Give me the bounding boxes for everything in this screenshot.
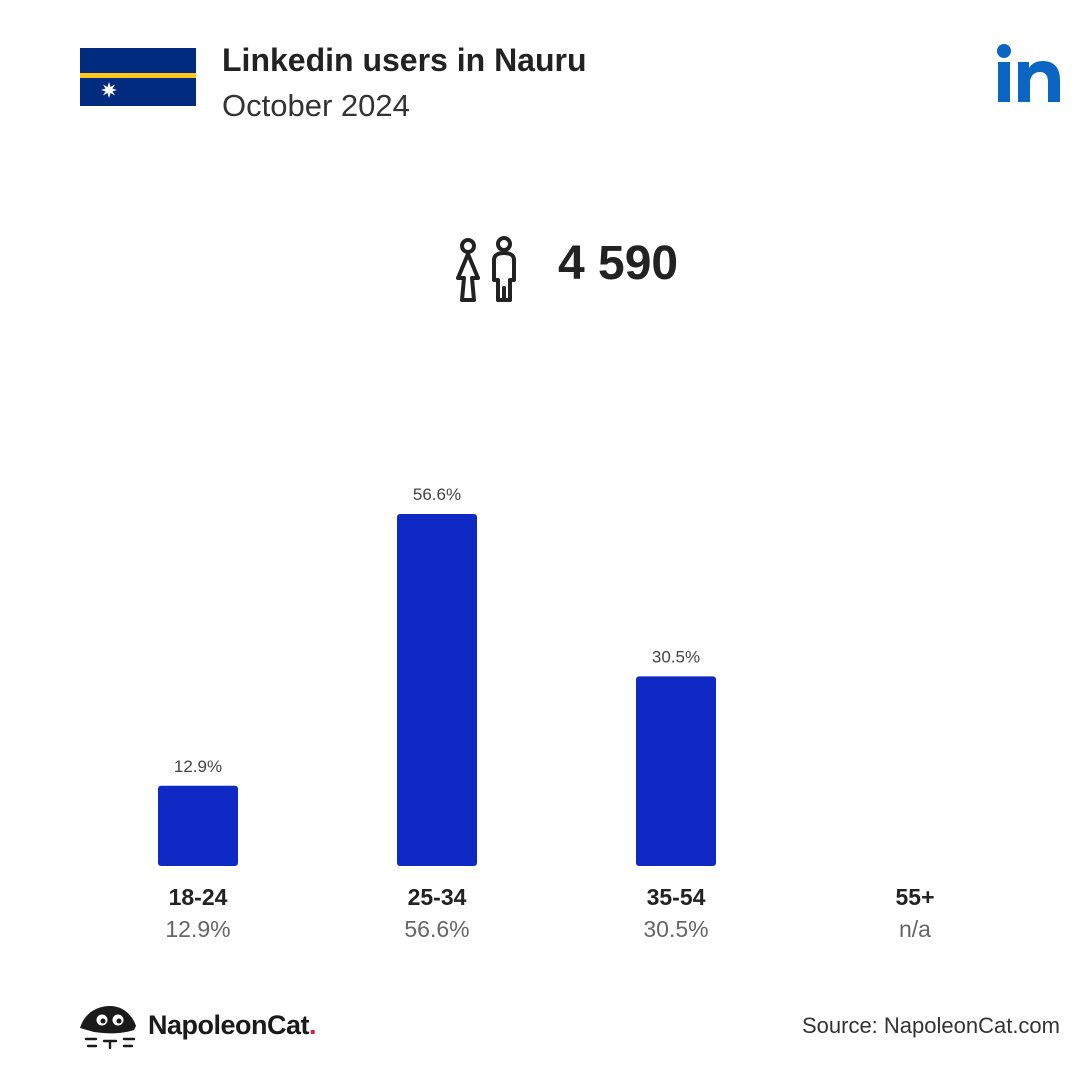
brand-name: NapoleonCat. — [148, 1010, 317, 1041]
page-title: Linkedin users in Nauru — [222, 42, 587, 78]
category-label: 35-54 — [646, 884, 706, 910]
bar-value-label: 12.9% — [174, 757, 222, 776]
bar-value-label: 30.5% — [652, 647, 700, 666]
bar-25-34 — [397, 514, 477, 866]
linkedin-logo-icon — [997, 44, 1060, 102]
bar-35-54 — [636, 676, 716, 866]
category-value: 56.6% — [404, 916, 470, 942]
brand-dot: . — [309, 1010, 317, 1040]
source-text: Source: NapoleonCat.com — [801, 1013, 1060, 1038]
brand-name-text: NapoleonCat — [148, 1010, 310, 1040]
category-label: 25-34 — [407, 884, 467, 910]
category-label: 55+ — [895, 884, 935, 910]
category-value: 12.9% — [165, 916, 231, 942]
total-users-value: 4 590 — [558, 237, 679, 290]
bar-value-label: 56.6% — [413, 485, 461, 504]
nauru-flag-icon — [80, 48, 196, 106]
category-value: n/a — [899, 916, 931, 942]
category-label: 18-24 — [168, 884, 228, 910]
napoleoncat-logo-icon — [80, 1006, 136, 1050]
page-subtitle: October 2024 — [222, 88, 410, 123]
category-value: 30.5% — [643, 916, 709, 942]
users-icon — [456, 236, 516, 302]
bar-18-24 — [158, 785, 238, 866]
